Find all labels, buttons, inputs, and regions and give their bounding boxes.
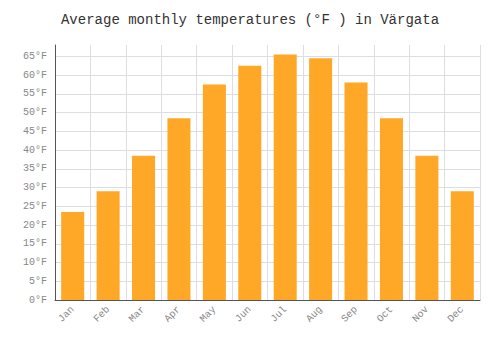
svg-text:Feb: Feb [92, 304, 112, 324]
svg-text:Jan: Jan [56, 304, 76, 324]
svg-text:25°F: 25°F [23, 201, 47, 212]
svg-text:5°F: 5°F [29, 276, 47, 287]
svg-text:Sep: Sep [339, 304, 359, 324]
svg-text:10°F: 10°F [23, 257, 47, 268]
svg-text:60°F: 60°F [23, 70, 47, 81]
svg-text:20°F: 20°F [23, 220, 47, 231]
svg-text:Jul: Jul [269, 304, 289, 324]
svg-text:45°F: 45°F [23, 126, 47, 137]
svg-text:Jun: Jun [233, 304, 253, 324]
svg-text:15°F: 15°F [23, 238, 47, 249]
svg-text:Average monthly temperatures (: Average monthly temperatures (°F ) in Vä… [61, 12, 439, 28]
svg-text:0°F: 0°F [29, 295, 47, 306]
svg-text:40°F: 40°F [23, 145, 47, 156]
svg-text:Apr: Apr [162, 304, 182, 324]
svg-text:55°F: 55°F [23, 88, 47, 99]
svg-text:May: May [198, 304, 218, 324]
svg-text:Mar: Mar [127, 304, 147, 324]
svg-text:65°F: 65°F [23, 51, 47, 62]
svg-text:Oct: Oct [375, 304, 395, 324]
svg-text:30°F: 30°F [23, 182, 47, 193]
svg-text:Aug: Aug [304, 304, 324, 324]
svg-text:35°F: 35°F [23, 163, 47, 174]
svg-text:Dec: Dec [446, 304, 466, 324]
svg-text:50°F: 50°F [23, 107, 47, 118]
svg-text:Nov: Nov [410, 304, 430, 324]
